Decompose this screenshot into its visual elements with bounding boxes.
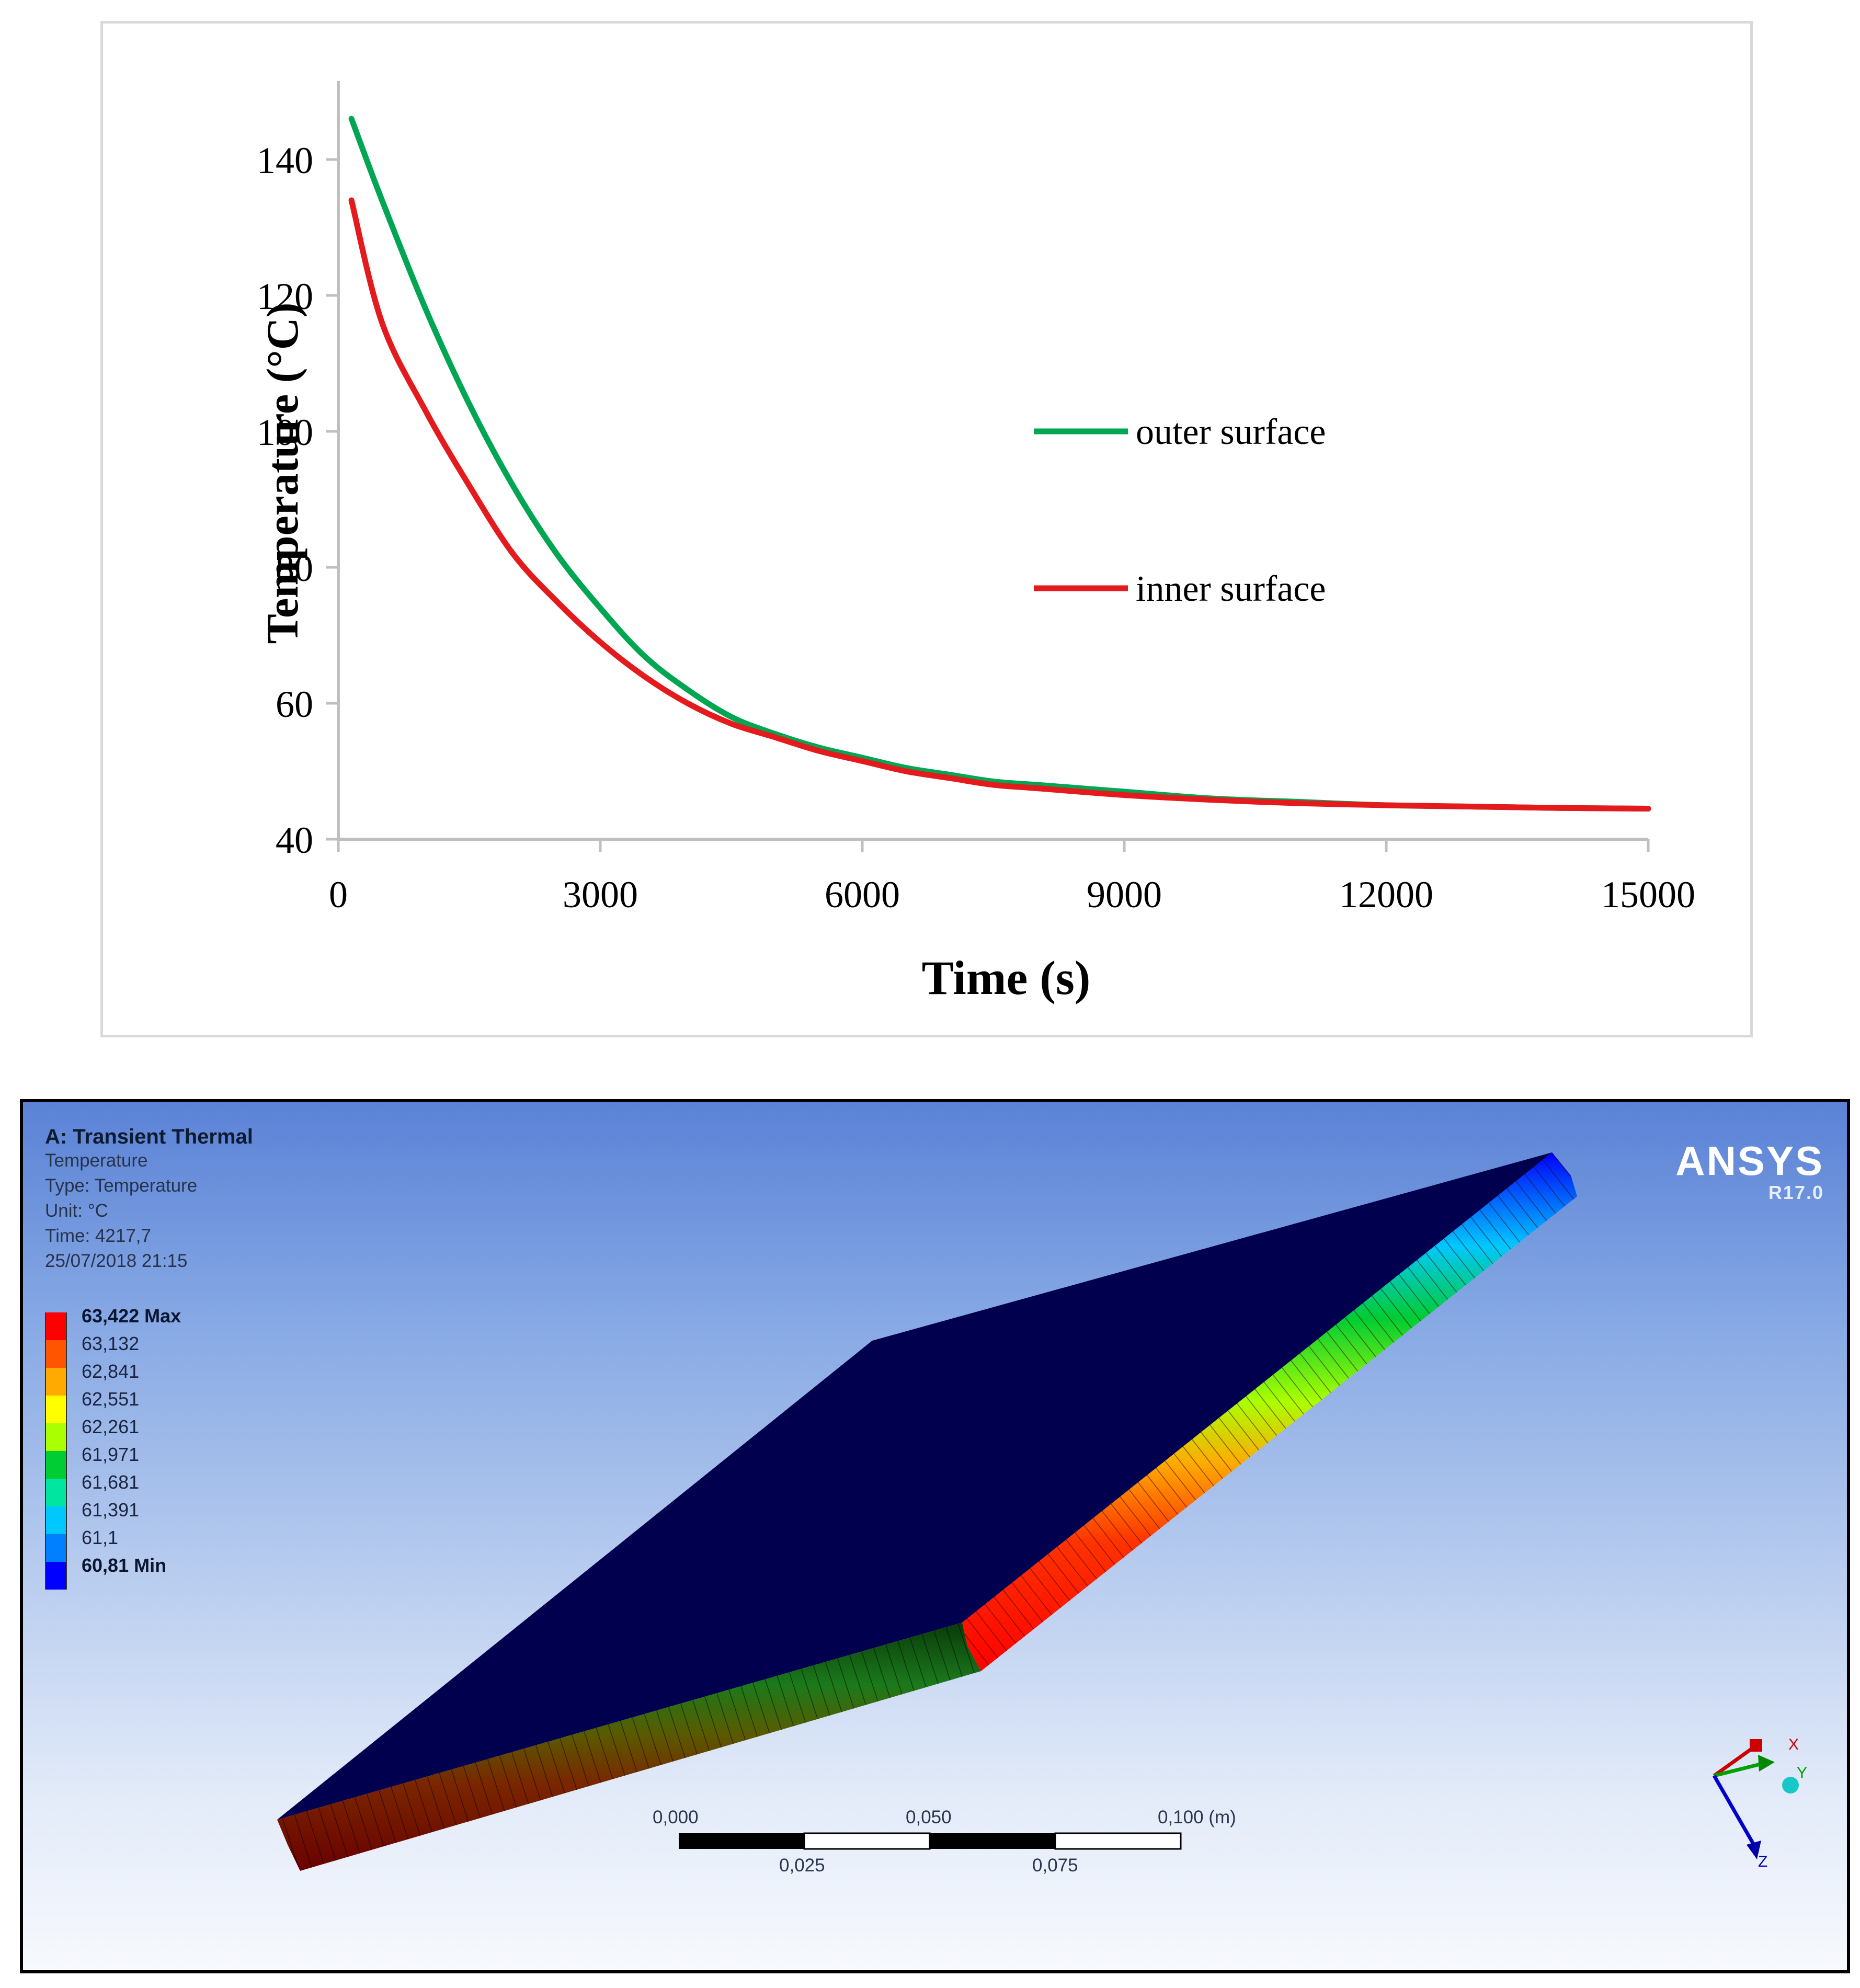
plate-right-side-mesh bbox=[962, 1152, 1577, 1671]
y-tick-label: 40 bbox=[276, 819, 313, 861]
plot-series bbox=[348, 116, 1651, 812]
legend-color-swatch bbox=[45, 1506, 67, 1534]
x-tick-label: 15000 bbox=[1601, 874, 1695, 916]
brand-version: R17.0 bbox=[1768, 1182, 1824, 1203]
legend-label: outer surface bbox=[1136, 412, 1326, 452]
legend-value-label: 62,841 bbox=[82, 1361, 140, 1382]
x-tick-label: 6000 bbox=[825, 874, 900, 916]
scale-bar bbox=[679, 1832, 1182, 1850]
legend-value-label: 61,971 bbox=[82, 1444, 140, 1465]
plate-model-view bbox=[277, 1152, 1799, 1871]
x-tick-label: 3000 bbox=[563, 874, 638, 916]
legend-value-label: 62,261 bbox=[82, 1416, 140, 1437]
result-type: Type: Temperature bbox=[45, 1175, 198, 1196]
legend-value-label: 60,81 Min bbox=[82, 1555, 167, 1576]
legend-color-swatch bbox=[45, 1562, 67, 1590]
plate-top-face bbox=[277, 1152, 1552, 1820]
ansys-simulation-panel: A: Transient Thermal Temperature Type: T… bbox=[20, 1099, 1850, 1973]
temperature-chart-panel: 40 60 80 100 120 140 0 3000 6000 9000 12000 15000 o… bbox=[100, 21, 1753, 1037]
analysis-title: A: Transient Thermal bbox=[45, 1125, 253, 1148]
temperature-chart: 40 60 80 100 120 140 0 3000 6000 9000 12000 15000 o… bbox=[257, 81, 1695, 1004]
result-unit: Unit: °C bbox=[45, 1201, 108, 1221]
triad-z-label: Z bbox=[1758, 1853, 1768, 1870]
legend-color-swatch bbox=[45, 1479, 67, 1506]
legend-value-label: 63,422 Max bbox=[82, 1305, 181, 1327]
plot-axes: 40 60 80 100 120 140 0 3000 6000 9000 12000 15000 bbox=[257, 81, 1695, 916]
y-tick-label: 60 bbox=[276, 683, 313, 725]
x-tick-label: 9000 bbox=[1087, 874, 1162, 916]
x-tick-label: 12000 bbox=[1339, 874, 1433, 916]
legend-color-swatch bbox=[45, 1312, 67, 1340]
scale-label-050: 0,050 bbox=[906, 1807, 952, 1827]
legend-color-swatch bbox=[45, 1451, 67, 1479]
legend-color-swatch bbox=[45, 1340, 67, 1368]
legend-value-label: 61,1 bbox=[82, 1527, 119, 1548]
brand-name: ANSYS bbox=[1675, 1138, 1824, 1184]
triad-x-label: X bbox=[1788, 1736, 1799, 1753]
triad-y-label: Y bbox=[1797, 1764, 1808, 1781]
y-tick-label: 80 bbox=[276, 547, 313, 589]
y-tick-label: 100 bbox=[257, 412, 313, 453]
scale-label-025: 0,025 bbox=[779, 1855, 825, 1876]
y-axis-label: Temperature (°C) bbox=[257, 303, 307, 644]
legend-color-swatch bbox=[45, 1368, 67, 1396]
series-line-outer-surface bbox=[348, 116, 1651, 812]
series-line-inner-surface bbox=[348, 197, 1651, 812]
legend-color-swatch bbox=[45, 1396, 67, 1423]
chart-legend: outer surface inner surface bbox=[1034, 412, 1326, 609]
plate-front-side-mesh bbox=[277, 1623, 981, 1871]
legend-color-swatch bbox=[45, 1534, 67, 1562]
result-name: Temperature bbox=[45, 1150, 148, 1171]
coordinate-triad bbox=[1712, 1739, 1799, 1859]
legend-value-label: 61,391 bbox=[82, 1499, 140, 1521]
legend-value-label: 61,681 bbox=[82, 1471, 140, 1493]
legend-value-label: 62,551 bbox=[82, 1388, 140, 1410]
result-time: Time: 4217,7 bbox=[45, 1226, 151, 1246]
scale-label-075: 0,075 bbox=[1032, 1855, 1078, 1876]
y-tick-label: 140 bbox=[257, 140, 313, 181]
scale-label-100: 0,100 (m) bbox=[1158, 1807, 1236, 1827]
legend-value-label: 63,132 bbox=[82, 1333, 140, 1354]
x-axis-label: Time (s) bbox=[922, 951, 1091, 1004]
scale-label-0: 0,000 bbox=[653, 1807, 699, 1827]
y-tick-label: 120 bbox=[257, 276, 313, 317]
legend-label: inner surface bbox=[1136, 569, 1326, 609]
x-tick-label: 0 bbox=[329, 874, 348, 916]
result-date: 25/07/2018 21:15 bbox=[45, 1251, 188, 1271]
ansys-logo: ANSYS R17.0 bbox=[1675, 1140, 1824, 1204]
legend-color-swatch bbox=[45, 1423, 67, 1451]
